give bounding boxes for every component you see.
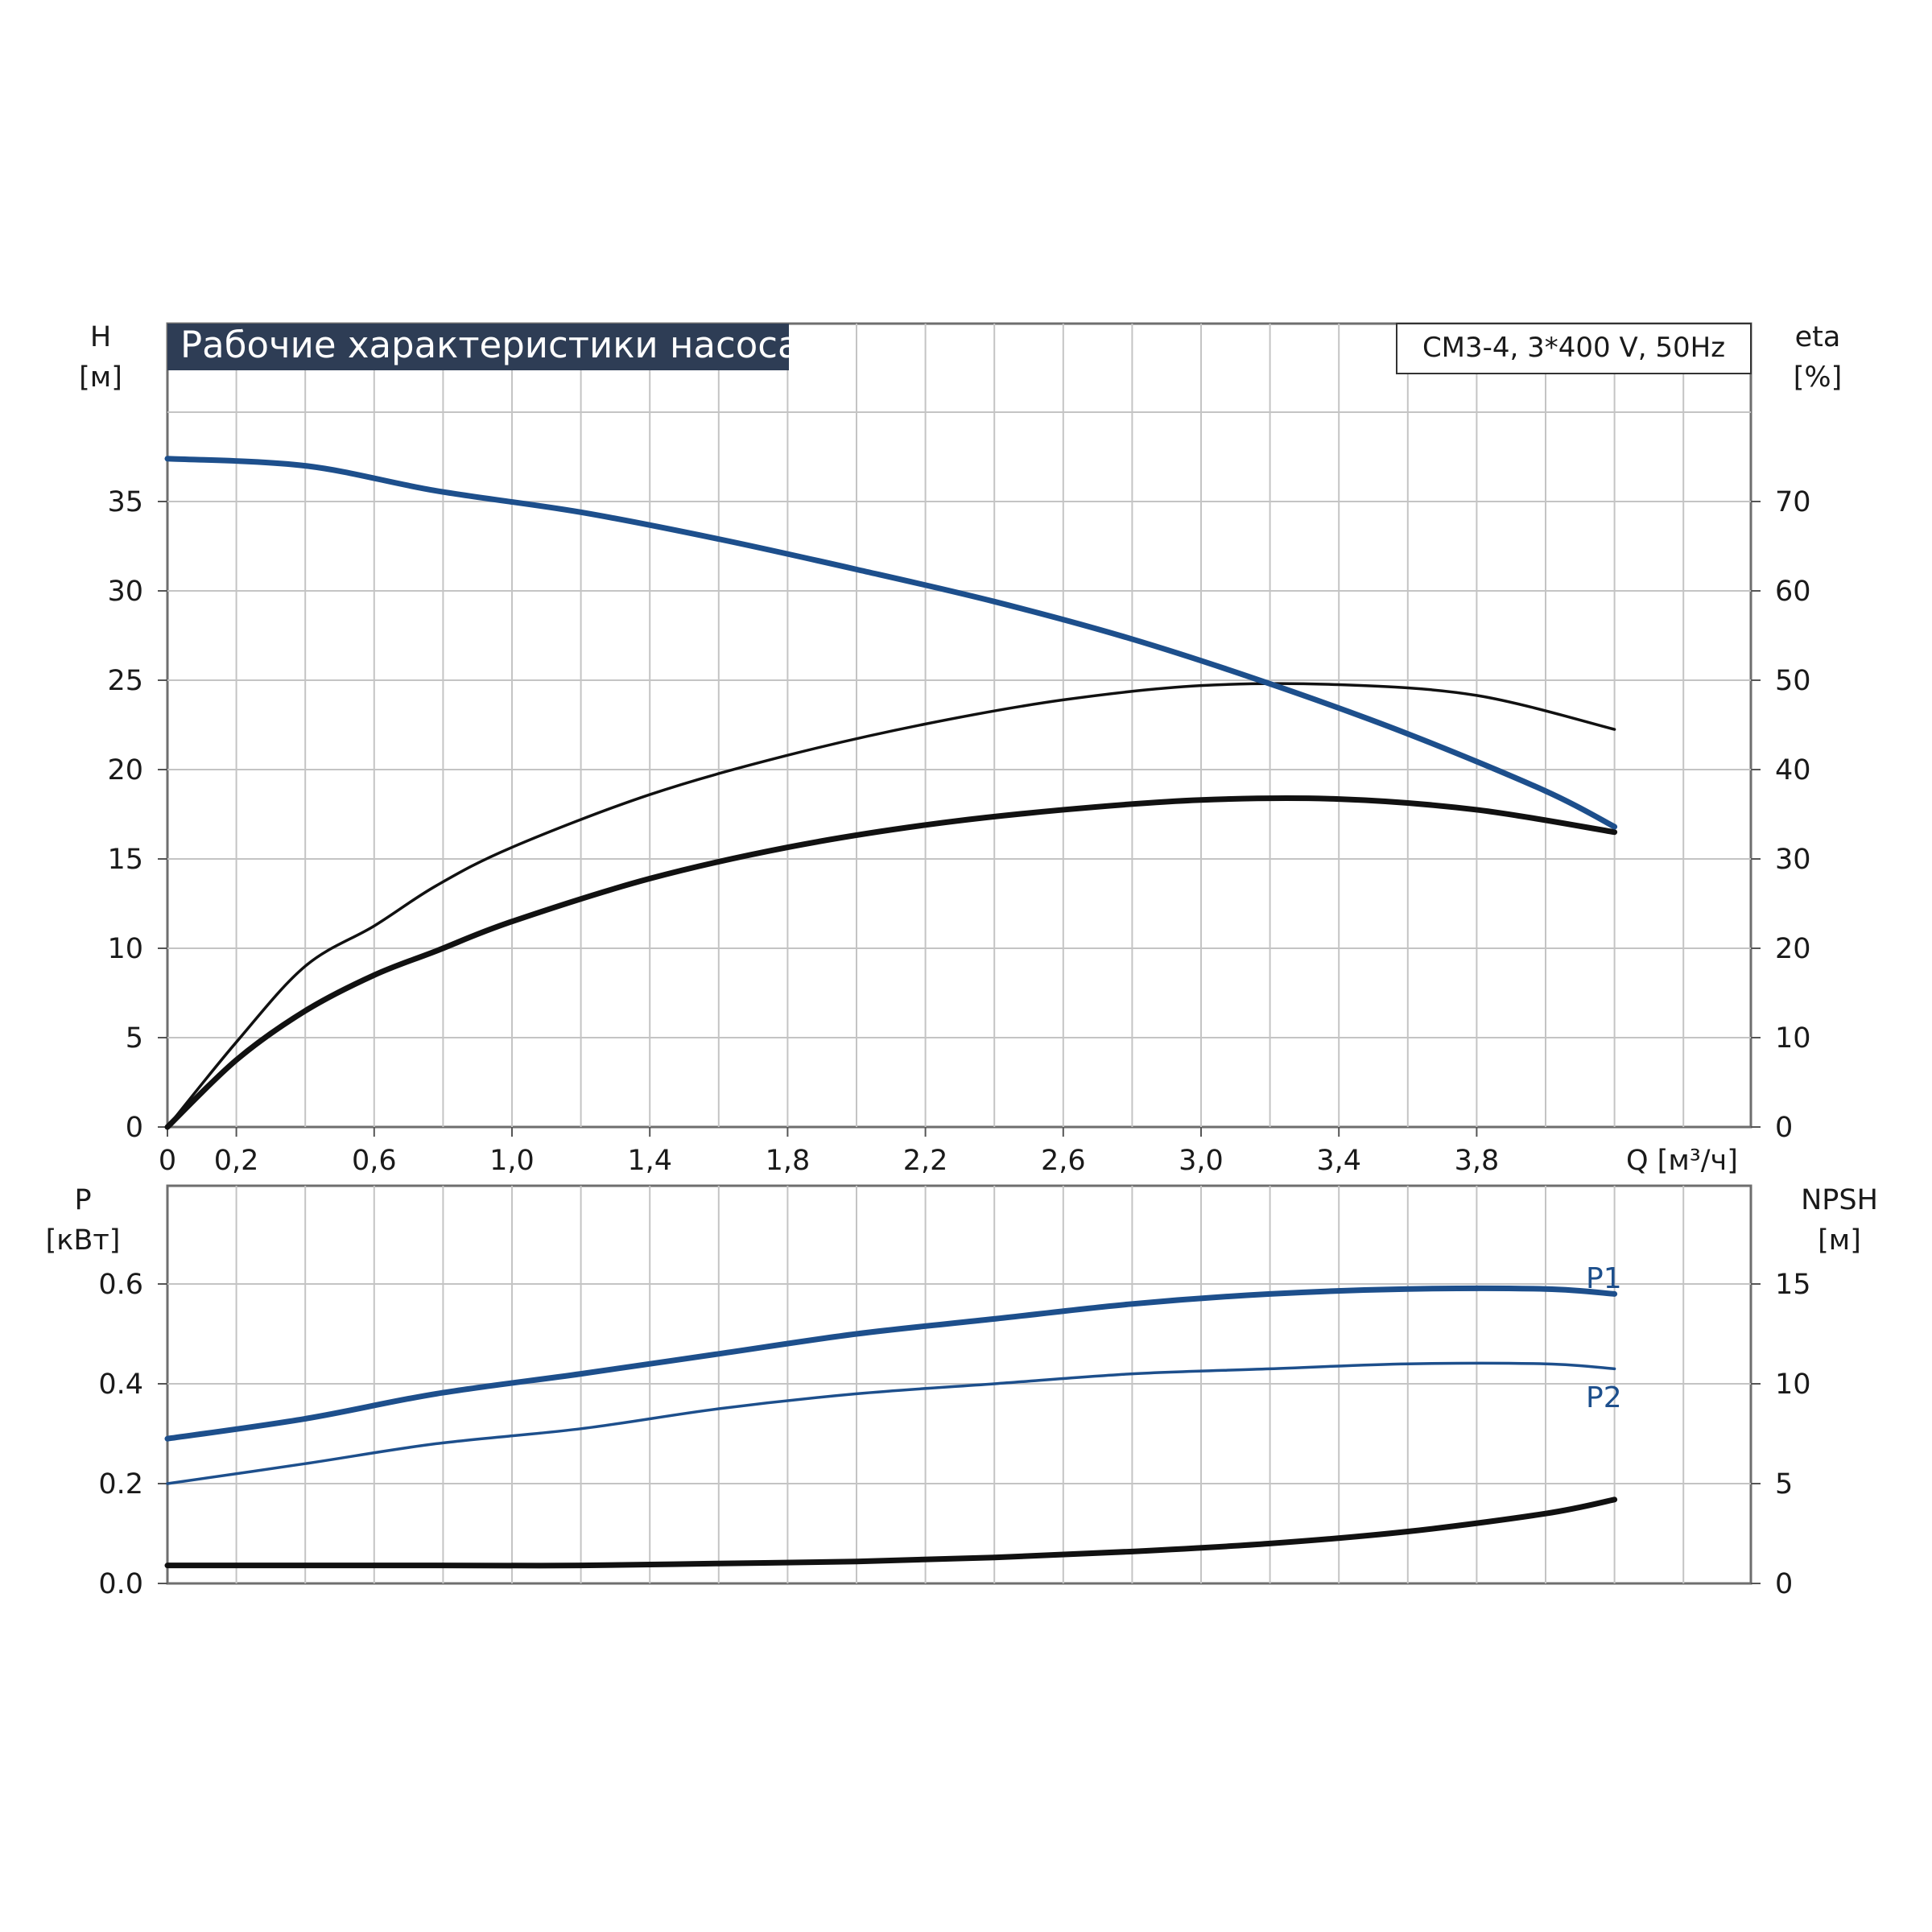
- bottom-curves: [164, 1285, 1618, 1569]
- title-background: [167, 324, 789, 370]
- q-tick-label: 3,4: [1316, 1145, 1361, 1177]
- h-axis-name: H: [90, 321, 111, 353]
- q-tick-label: 1,0: [489, 1145, 535, 1177]
- h-tick-label: 5: [126, 1022, 143, 1055]
- chart-title: Рабочие характеристики насоса: [180, 324, 800, 366]
- p2-curve: [166, 1361, 1616, 1485]
- bottom-axis-ticks: 0.0 0.2 0.4 0.6 0 5 10 15: [98, 1269, 1810, 1600]
- h-tick-label: 0: [126, 1112, 143, 1144]
- npsh-tick-label: 0: [1775, 1568, 1793, 1600]
- h-tick-label: 35: [107, 486, 143, 518]
- npsh-curve: [164, 1496, 1618, 1569]
- head-curve: [164, 456, 1618, 830]
- p2-label: P2: [1586, 1381, 1622, 1414]
- q-tick-label: 3,8: [1455, 1145, 1500, 1177]
- top-curves: [164, 456, 1618, 1130]
- p-axis-unit: [кВт]: [46, 1224, 121, 1257]
- q-tick-label: 2,6: [1041, 1145, 1086, 1177]
- npsh-tick-label: 10: [1775, 1368, 1811, 1401]
- efficiency-curve-thick: [164, 795, 1618, 1130]
- h-tick-label: 15: [107, 844, 143, 876]
- npsh-tick-label: 15: [1775, 1269, 1811, 1301]
- h-axis-unit: [м]: [79, 361, 122, 394]
- model-label: CM3-4, 3*400 V, 50Hz: [1422, 332, 1725, 364]
- q-axis-unit: Q [м³/ч]: [1626, 1145, 1738, 1177]
- eta-tick-label: 40: [1775, 754, 1811, 786]
- efficiency-curve-thin: [166, 682, 1616, 1129]
- p1-label: P1: [1586, 1262, 1622, 1295]
- eta-axis-unit: [%]: [1794, 361, 1843, 394]
- h-tick-label: 25: [107, 665, 143, 697]
- plot-area: [166, 322, 1752, 1129]
- eta-tick-label: 0: [1775, 1112, 1793, 1144]
- q-tick-label: 2,2: [903, 1145, 948, 1177]
- q-tick-label: 1,4: [627, 1145, 672, 1177]
- npsh-axis-unit: [м]: [1818, 1224, 1861, 1257]
- npsh-tick-label: 5: [1775, 1468, 1793, 1501]
- q-tick-label: 0: [159, 1145, 176, 1177]
- eta-tick-label: 50: [1775, 665, 1811, 697]
- q-tick-label: 1,8: [766, 1145, 811, 1177]
- top-axis-ticks: 0 5 10 15 20 25 30 35 0 10 20 30 40 50 60 70 0 0,2 0,6 1,0 1…: [107, 486, 1810, 1177]
- top-grid: [166, 322, 1752, 1129]
- p-tick-label: 0.6: [98, 1269, 143, 1301]
- eta-axis-name: eta: [1795, 321, 1841, 353]
- eta-tick-label: 30: [1775, 844, 1811, 876]
- q-tick-label: 0,6: [352, 1145, 397, 1177]
- bottom-grid: [166, 1184, 1752, 1585]
- eta-tick-label: 70: [1775, 486, 1811, 518]
- p-tick-label: 0.2: [98, 1468, 143, 1501]
- p-tick-label: 0.4: [98, 1368, 143, 1401]
- p-tick-label: 0.0: [98, 1568, 143, 1600]
- npsh-axis-name: NPSH: [1801, 1184, 1878, 1216]
- q-tick-label: 3,0: [1179, 1145, 1224, 1177]
- eta-tick-label: 60: [1775, 576, 1811, 608]
- q-tick-label: 0,2: [214, 1145, 259, 1177]
- h-tick-label: 30: [107, 576, 143, 608]
- p1-curve: [164, 1285, 1618, 1442]
- eta-tick-label: 10: [1775, 1022, 1811, 1055]
- p-axis-name: P: [74, 1184, 91, 1216]
- model-box: [1396, 323, 1752, 374]
- eta-tick-label: 20: [1775, 933, 1811, 965]
- h-tick-label: 10: [107, 933, 143, 965]
- h-tick-label: 20: [107, 754, 143, 786]
